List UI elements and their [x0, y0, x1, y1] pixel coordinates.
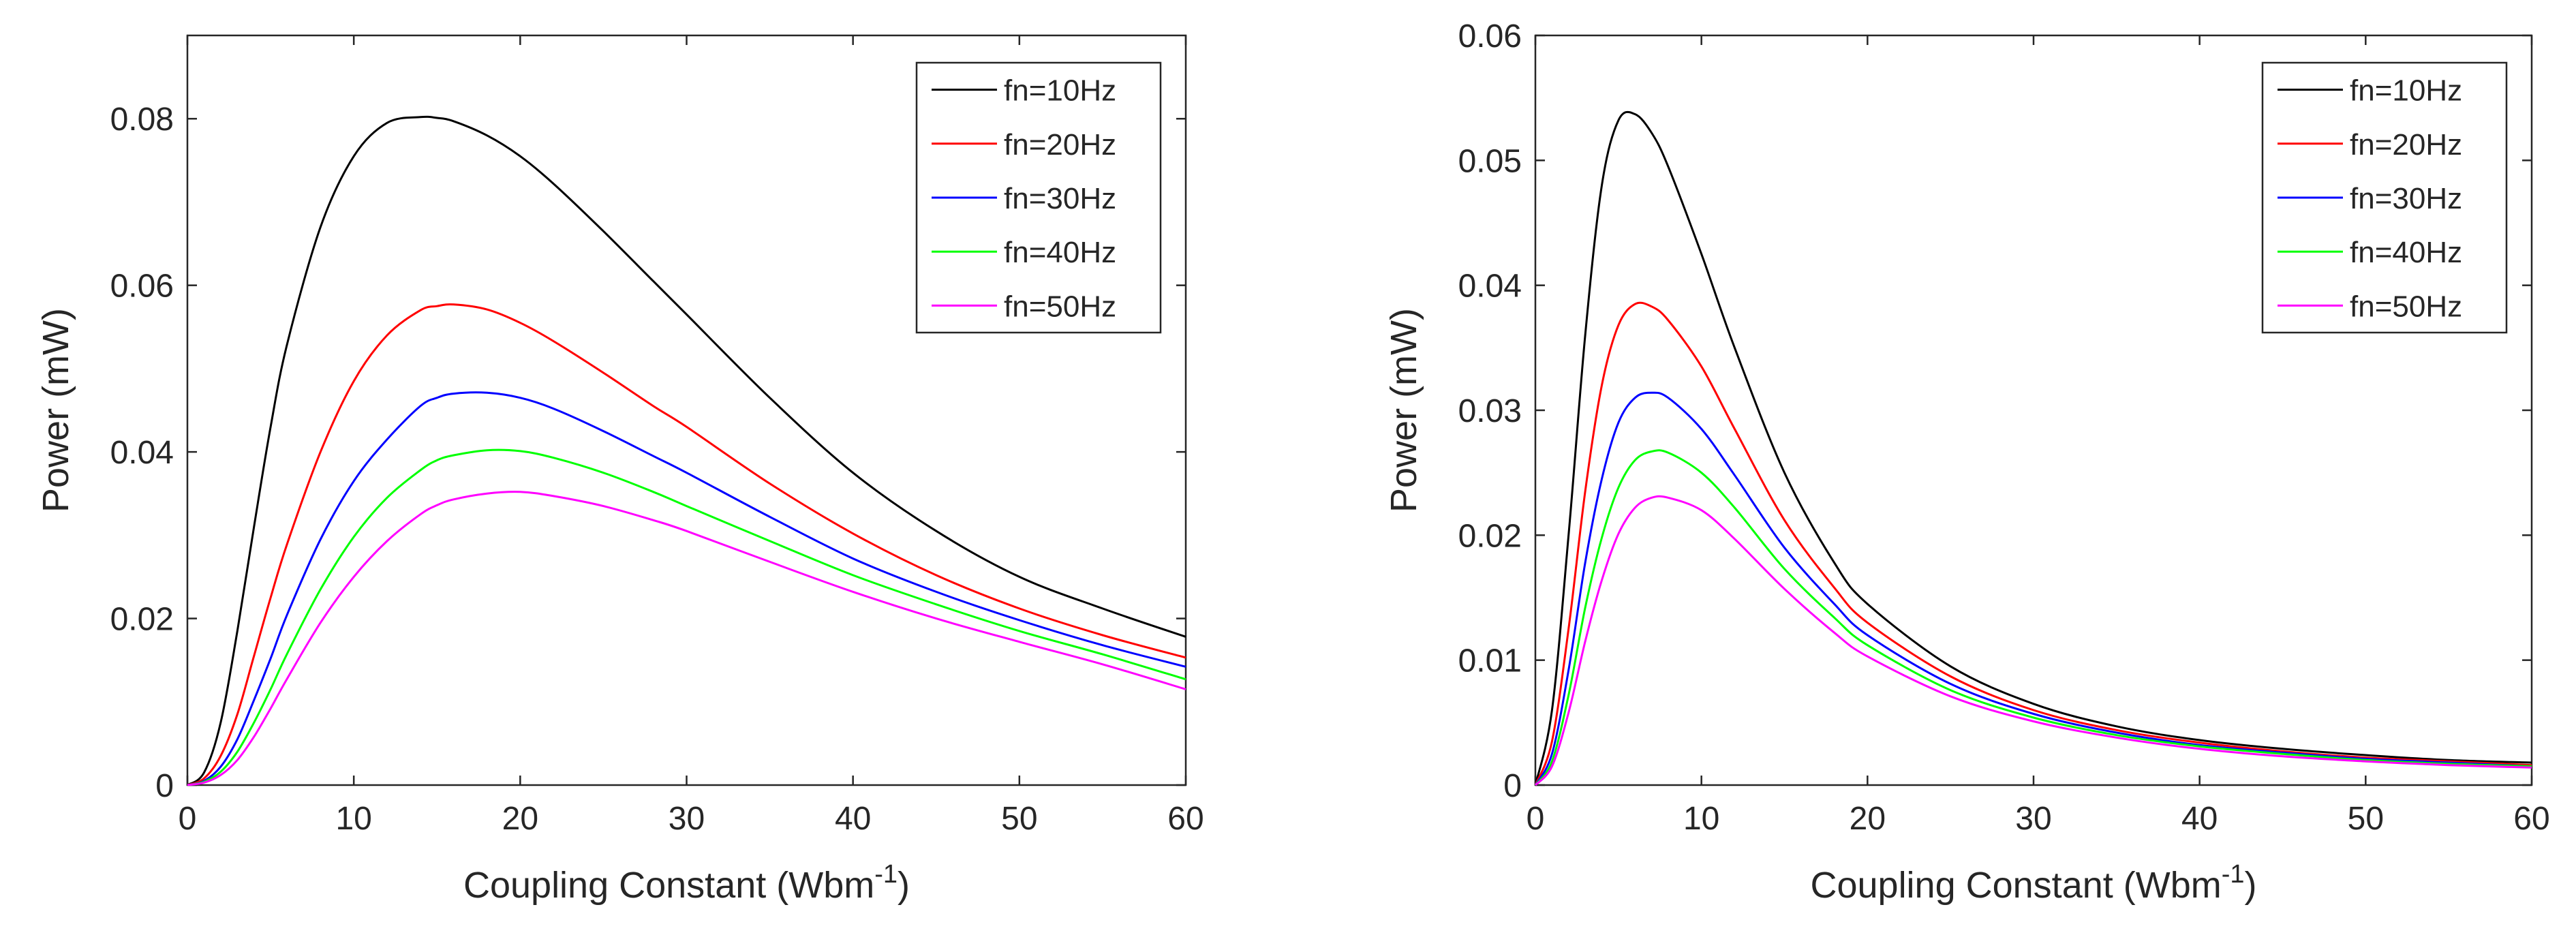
x-axis-label-suffix: ): [898, 865, 910, 906]
legend-entry: fn=20Hz: [1004, 128, 1116, 162]
legend-entry: fn=50Hz: [2350, 290, 2462, 323]
y-tick-label: 0.03: [1458, 393, 1522, 429]
legend-entry: fn=40Hz: [2350, 236, 2462, 269]
x-axis-label: Coupling Constant (Wbm-1): [463, 860, 910, 906]
x-axis-label-superscript: -1: [2222, 860, 2245, 889]
series-line-fn-50hz: [1534, 495, 2532, 786]
x-tick-label: 50: [2348, 801, 2384, 837]
series-line-fn-30hz: [1534, 391, 2532, 786]
legend-entry: fn=40Hz: [1004, 236, 1116, 269]
x-tick-label: 40: [2181, 801, 2218, 837]
y-tick-label: 0.02: [110, 602, 174, 638]
chart-2: 0 10 20 30 40 50 60 0 0.01 0.02 0.03 0.04 0.05 0.06 Co…: [1383, 18, 2550, 906]
x-tick-label: 30: [669, 801, 705, 837]
y-axis-label: Power (mW): [35, 308, 76, 512]
x-axis-label-suffix: ): [2245, 865, 2257, 906]
y-tick-label: 0.05: [1458, 143, 1522, 179]
x-axis-label-main: Coupling Constant (Wbm: [463, 865, 874, 906]
legend-entry: fn=20Hz: [2350, 128, 2462, 162]
x-tick-label: 0: [1527, 801, 1545, 837]
y-tick-label: 0.04: [1458, 269, 1522, 305]
y-axis-label: Power (mW): [1383, 308, 1424, 512]
y-tick-label: 0.06: [110, 269, 174, 305]
series-line-fn-50hz: [187, 491, 1186, 786]
series-line-fn-10hz: [1534, 110, 2532, 786]
legend-entry: fn=30Hz: [2350, 182, 2462, 215]
x-tick-label: 10: [1683, 801, 1719, 837]
series-line-fn-20hz: [187, 303, 1186, 786]
y-tick-label: 0: [1503, 768, 1522, 804]
series-line-fn-10hz: [187, 115, 1186, 786]
series-line-fn-30hz: [187, 391, 1186, 786]
y-tick-label: 0.06: [1458, 18, 1522, 55]
legend-entry: fn=10Hz: [2350, 74, 2462, 108]
x-tick-label: 40: [835, 801, 871, 837]
legend-entry: fn=50Hz: [1004, 290, 1116, 323]
x-axis-label-main: Coupling Constant (Wbm: [1810, 865, 2221, 906]
series-line-fn-40hz: [1534, 449, 2532, 786]
y-tick-label: 0: [155, 768, 174, 804]
x-tick-label: 20: [502, 801, 538, 837]
x-axis-label-superscript: -1: [874, 860, 898, 889]
x-tick-label: 60: [2513, 801, 2549, 837]
y-tick-label: 0.02: [1458, 518, 1522, 554]
x-tick-label: 20: [1850, 801, 1886, 837]
x-axis-label: Coupling Constant (Wbm-1): [1810, 860, 2256, 906]
y-tick-label: 0.01: [1458, 643, 1522, 679]
legend-entry: fn=10Hz: [1004, 74, 1116, 108]
legend: fn=10Hz fn=20Hz fn=30Hz fn=40Hz fn=50Hz: [915, 61, 1162, 334]
chart-1: 0 10 20 30 40 50 60 0 0.02 0.04 0.06 0.08 Coupling C…: [35, 34, 1204, 906]
series-line-fn-40hz: [187, 448, 1186, 786]
x-tick-label: 60: [1167, 801, 1203, 837]
legend: fn=10Hz fn=20Hz fn=30Hz fn=40Hz fn=50Hz: [2261, 61, 2508, 334]
x-tick-label: 30: [2015, 801, 2051, 837]
x-tick-label: 0: [179, 801, 197, 837]
x-tick-label: 50: [1001, 801, 1037, 837]
y-tick-label: 0.04: [110, 435, 174, 471]
series-line-fn-20hz: [1534, 301, 2532, 786]
legend-entry: fn=30Hz: [1004, 182, 1116, 215]
y-tick-label: 0.08: [110, 102, 174, 138]
x-tick-label: 10: [335, 801, 371, 837]
